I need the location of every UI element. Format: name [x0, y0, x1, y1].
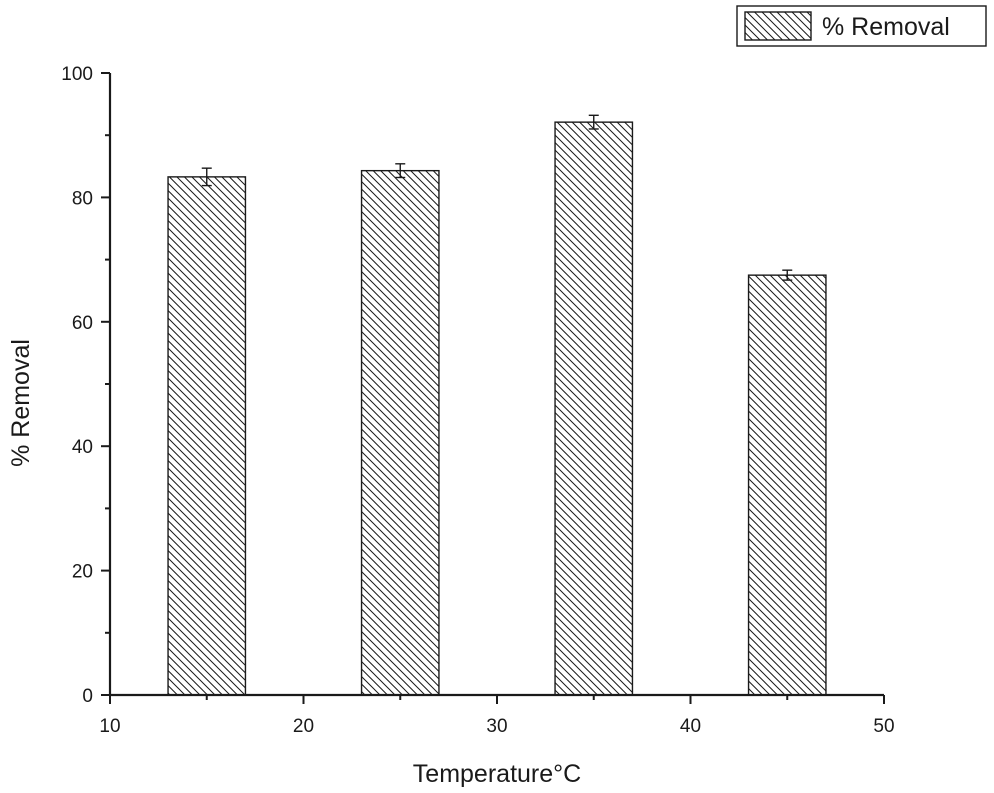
y-tick-label: 0	[82, 686, 93, 707]
x-tick-label: 40	[680, 716, 701, 737]
bar	[747, 274, 827, 696]
y-tick-label: 40	[72, 437, 93, 458]
legend: % Removal	[736, 5, 987, 47]
bar	[554, 121, 634, 696]
x-tick-label: 20	[293, 716, 314, 737]
legend-label: % Removal	[822, 13, 950, 41]
x-tick-label: 50	[873, 716, 894, 737]
y-tick-label: 20	[72, 562, 93, 583]
legend-swatch	[744, 11, 812, 41]
x-tick-label: 30	[486, 716, 507, 737]
y-tick-label: 100	[61, 64, 93, 85]
bar	[360, 169, 440, 696]
plot-area: 10 20 30 40 50 0 20 40 60 80 100	[61, 64, 894, 737]
y-tick-label: 80	[72, 188, 93, 209]
y-tick-label: 60	[72, 313, 93, 334]
bar	[167, 176, 247, 696]
x-tick-label: 10	[99, 716, 120, 737]
y-axis-title: % Removal	[7, 339, 35, 467]
x-axis-title: Temperature°C	[413, 760, 581, 788]
